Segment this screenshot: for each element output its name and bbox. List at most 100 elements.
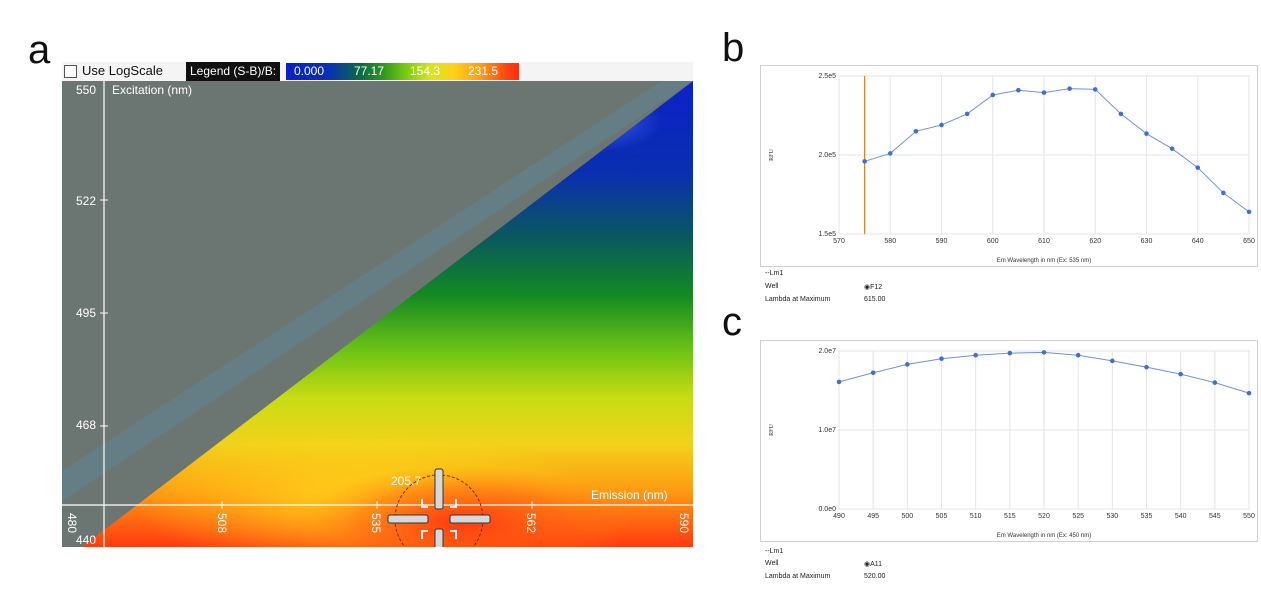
panel-label-a: a [28,28,51,72]
legend-tick: 0.000 [294,64,325,78]
y-tick-label: 550 [76,83,96,97]
y-tick-label: 1.0e7 [818,427,836,434]
legend-series-b: --Lm1 [765,270,784,277]
x-axis-label: Em Wavelength in nm (Ex: 450 nm) [997,533,1091,539]
data-point [905,362,910,367]
data-point [1092,87,1098,92]
x-tick-label: 505 [936,513,948,520]
y-tick-label: 1.5e5 [818,231,836,238]
data-point [1246,209,1252,215]
legend-tick: 77.17 [354,64,385,78]
diagonal-blend [62,81,693,501]
data-point [1221,190,1226,196]
legend-tick: 154.3 [410,64,441,78]
eem-heatmap-panel: Use LogScale Legend (S-B)/B: 0.000 77.17… [62,62,693,547]
x-tick-label: 650 [1243,238,1255,245]
chart-frame-c: 0.0e0 1.0e7 2.0e7 490 495 500 505 510 515 520 525 5… [760,340,1258,542]
y-axis-label: RFU [769,148,775,160]
x-tick-label: 510 [970,513,982,520]
data-point [870,370,876,376]
legend-tick: 231.5 [468,64,499,78]
y-tick-label: 495 [76,306,96,320]
y-axis-label: RFU [769,423,775,435]
data-point [939,122,944,128]
panel-label-c: c [722,300,742,344]
data-point [1007,350,1013,356]
data-point [887,151,893,156]
data-point [1041,350,1047,355]
data-point [939,356,944,362]
series-line [864,88,1250,213]
y-tick-label: 0.0e0 [818,506,836,513]
heatmap-plot[interactable]: 550 522 495 468 440 Excitation (nm) Emis… [62,81,693,547]
data-point [862,159,867,164]
log-scale-checkbox[interactable] [64,65,77,78]
data-point [1212,380,1218,385]
data-point [1110,358,1115,364]
well-value-c: ◉A11 [864,561,883,568]
y-tick-label: 440 [76,533,96,547]
data-point [1075,352,1081,358]
lambda-label-c: Lambda at Maximum [765,573,831,580]
x-tick-label: 540 [1175,513,1187,520]
x-tick-label: 570 [833,238,845,245]
x-tick-label: 630 [1141,238,1153,245]
log-scale-label[interactable]: Use LogScale [82,63,163,78]
panel-label-b: b [722,26,745,70]
data-point [913,129,919,134]
x-tick-label: 590 [677,513,691,533]
y-tick-label: 2.5e5 [818,73,836,80]
line-chart-c: 0.0e0 1.0e7 2.0e7 490 495 500 505 510 515 520 525 5… [769,348,1255,539]
y-axis-title: Excitation (nm) [112,83,192,97]
y-tick-label: 468 [76,418,96,432]
x-tick-label: 550 [1243,513,1255,520]
data-point [964,111,970,117]
chart-frame-b: 1.5e5 2.0e5 2.5e5 570 580 590 600 610 620 630 640 6… [760,65,1258,267]
well-label-b: Well [765,283,779,290]
x-axis-title: Emission (nm) [591,488,668,502]
x-tick-label: 520 [1038,513,1050,520]
x-tick-label: 495 [867,513,879,520]
x-tick-label: 530 [1106,513,1118,520]
well-label-c: Well [765,560,779,567]
data-point [1178,371,1183,377]
spectrum-chart-b: 1.5e5 2.0e5 2.5e5 570 580 590 600 610 620 630 640 6… [760,65,1258,310]
x-tick-label: 590 [936,238,948,245]
well-value-b: ◉F12 [864,284,883,291]
data-point [990,92,996,98]
lambda-value-b: 615.00 [864,296,886,303]
crosshair-cursor[interactable]: 205.7 [387,468,491,547]
x-tick-label: 535 [1141,513,1153,520]
x-tick-label: 610 [1038,238,1050,245]
x-tick-label: 640 [1192,238,1204,245]
legend-title: Legend (S-B)/B: [186,62,281,81]
lambda-label-b: Lambda at Maximum [765,296,831,303]
x-tick-label: 490 [833,513,845,520]
x-tick-label: 515 [1004,513,1016,520]
x-tick-label: 535 [369,513,383,533]
x-tick-label: 620 [1089,238,1101,245]
color-legend-bar: 0.000 77.17 154.3 231.5 [286,63,519,80]
data-point [1169,146,1175,151]
x-tick-label: 525 [1072,513,1084,520]
data-point [836,379,842,385]
lambda-value-c: 520.00 [864,573,886,580]
data-point [973,352,978,358]
data-point [1144,364,1149,370]
scatter-mask-region [62,81,693,547]
x-tick-label: 500 [901,513,913,520]
line-chart-b: 1.5e5 2.0e5 2.5e5 570 580 590 600 610 620 630 640 6… [769,73,1255,264]
heatmap-hotspot [292,466,632,547]
data-point [1041,90,1047,95]
x-axis-label: Em Wavelength in nm (Ex: 535 nm) [997,258,1091,264]
spectrum-chart-c: 0.0e0 1.0e7 2.0e7 490 495 500 505 510 515 520 525 5… [760,340,1258,585]
data-point [1144,131,1149,136]
heatmap-toolbar: Use LogScale Legend (S-B)/B: 0.000 77.17… [62,62,693,81]
data-point [1246,390,1252,396]
y-tick-label: 2.0e5 [818,152,836,159]
x-tick-label: 562 [524,513,538,533]
legend-series-c: --Lm1 [765,548,784,555]
x-tick-label: 480 [65,513,79,533]
data-point [1118,111,1124,117]
y-tick-label: 2.0e7 [818,348,836,355]
